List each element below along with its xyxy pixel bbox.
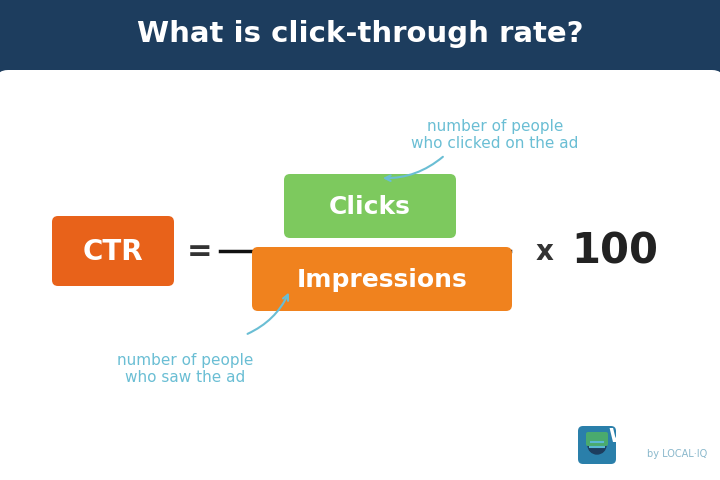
Text: =: = [187, 237, 213, 266]
Text: number of people: number of people [427, 118, 563, 133]
Circle shape [588, 436, 606, 454]
Text: What is click-through rate?: What is click-through rate? [137, 20, 583, 48]
FancyBboxPatch shape [284, 175, 456, 239]
Text: who clicked on the ad: who clicked on the ad [411, 135, 579, 150]
Text: 100: 100 [572, 230, 659, 273]
FancyBboxPatch shape [0, 71, 720, 480]
FancyBboxPatch shape [252, 248, 512, 312]
Text: x: x [536, 238, 554, 265]
Text: CTR: CTR [83, 238, 143, 265]
Text: WordStream: WordStream [608, 427, 720, 445]
Text: Clicks: Clicks [329, 194, 411, 218]
FancyBboxPatch shape [578, 426, 616, 464]
Text: by LOCAL·IQ: by LOCAL·IQ [647, 448, 707, 458]
Text: who saw the ad: who saw the ad [125, 370, 245, 384]
Text: number of people: number of people [117, 353, 253, 368]
Text: Impressions: Impressions [297, 267, 467, 291]
FancyBboxPatch shape [52, 216, 174, 287]
FancyBboxPatch shape [586, 432, 608, 446]
